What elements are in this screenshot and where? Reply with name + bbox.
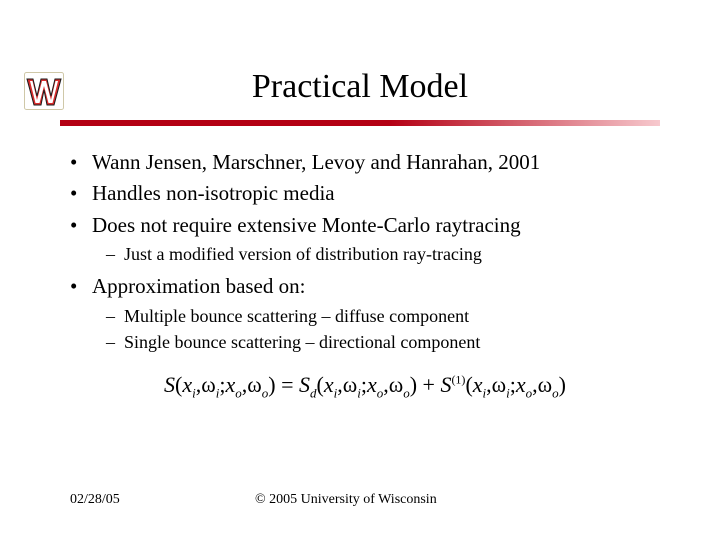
eq-omega: ω (389, 372, 403, 397)
eq-omega: ω (343, 372, 357, 397)
eq-omega: ω (538, 372, 552, 397)
eq-omega: ω (492, 372, 506, 397)
footer: 02/28/05 © 2005 University of Wisconsin (70, 492, 650, 508)
bullet-item: • Wann Jensen, Marschner, Levoy and Hanr… (70, 148, 660, 176)
slide: Practical Model • Wann Jensen, Marschner… (0, 0, 720, 540)
slide-title: Practical Model (0, 68, 720, 106)
eq-omega: ω (247, 372, 261, 397)
bullet-item: • Does not require extensive Monte-Carlo… (70, 211, 660, 239)
eq-x: x (182, 372, 192, 397)
eq-rparen: ) (268, 372, 275, 397)
bullet-dot-icon: • (70, 148, 92, 176)
eq-x: x (367, 372, 377, 397)
bullet-item: • Handles non-isotropic media (70, 179, 660, 207)
eq-x: x (473, 372, 483, 397)
eq-x: x (225, 372, 235, 397)
bullet-text: Handles non-isotropic media (92, 179, 335, 207)
eq-x: x (324, 372, 334, 397)
eq-Sd: S (299, 372, 310, 397)
bullet-dot-icon: • (70, 211, 92, 239)
eq-sup1: (1) (451, 373, 465, 387)
content-area: • Wann Jensen, Marschner, Levoy and Hanr… (70, 148, 660, 402)
equation: S(xi,ωi;xo,ωo) = Sd(xi,ωi;xo,ωo) + S(1)(… (70, 372, 660, 401)
bullet-dash-icon: – (106, 330, 124, 354)
footer-copyright: © 2005 University of Wisconsin (255, 492, 437, 508)
eq-rparen: ) (410, 372, 417, 397)
footer-date: 02/28/05 (70, 492, 255, 508)
bullet-sub-item: – Just a modified version of distributio… (106, 242, 660, 266)
eq-x: x (516, 372, 526, 397)
eq-S1: S (440, 372, 451, 397)
bullet-text: Just a modified version of distribution … (124, 242, 482, 266)
eq-S: S (164, 372, 175, 397)
bullet-dash-icon: – (106, 242, 124, 266)
bullet-text: Wann Jensen, Marschner, Levoy and Hanrah… (92, 148, 540, 176)
bullet-text: Multiple bounce scattering – diffuse com… (124, 304, 469, 328)
eq-omega: ω (201, 372, 215, 397)
eq-equals: = (281, 372, 293, 397)
bullet-item: • Approximation based on: (70, 272, 660, 300)
bullet-sub-item: – Multiple bounce scattering – diffuse c… (106, 304, 660, 328)
eq-lparen: ( (316, 372, 323, 397)
eq-lparen: ( (465, 372, 472, 397)
bullet-dash-icon: – (106, 304, 124, 328)
bullet-dot-icon: • (70, 179, 92, 207)
bullet-text: Approximation based on: (92, 272, 305, 300)
eq-plus: + (423, 372, 435, 397)
eq-rparen: ) (559, 372, 566, 397)
title-underline (60, 120, 660, 126)
bullet-dot-icon: • (70, 272, 92, 300)
bullet-text: Single bounce scattering – directional c… (124, 330, 480, 354)
bullet-sub-item: – Single bounce scattering – directional… (106, 330, 660, 354)
bullet-text: Does not require extensive Monte-Carlo r… (92, 211, 521, 239)
